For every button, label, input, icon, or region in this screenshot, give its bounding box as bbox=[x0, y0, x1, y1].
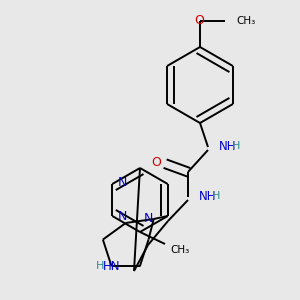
Text: O: O bbox=[194, 14, 204, 28]
Text: H: H bbox=[212, 191, 220, 201]
Text: N: N bbox=[118, 176, 127, 190]
Text: H: H bbox=[232, 141, 240, 151]
Text: O: O bbox=[151, 157, 161, 169]
Text: N: N bbox=[144, 212, 153, 224]
Text: NH: NH bbox=[219, 140, 236, 152]
Text: HN: HN bbox=[103, 260, 120, 272]
Text: H: H bbox=[96, 261, 104, 271]
Text: CH₃: CH₃ bbox=[170, 245, 190, 255]
Text: NH: NH bbox=[199, 190, 217, 202]
Text: N: N bbox=[118, 211, 127, 224]
Text: CH₃: CH₃ bbox=[236, 16, 255, 26]
